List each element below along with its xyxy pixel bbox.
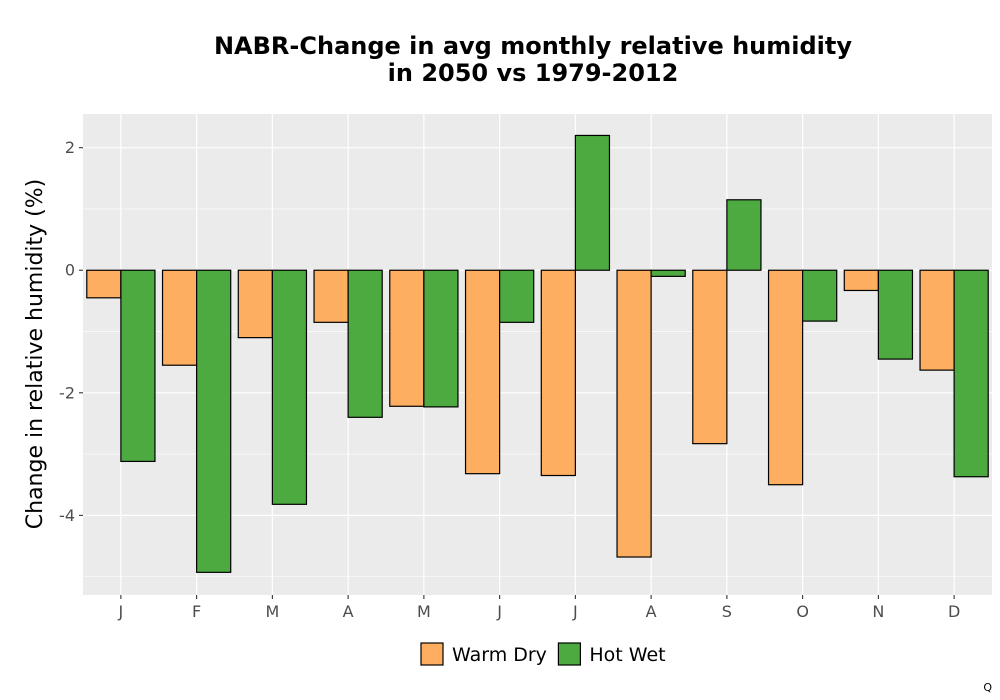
x-tick-label: J	[496, 602, 502, 621]
bar-hot-wet-2	[196, 269, 232, 573]
bar-warm-dry-10	[767, 269, 804, 486]
legend: Warm Dry Hot Wet	[420, 642, 666, 666]
bar-hot-wet-3	[271, 269, 308, 505]
bar-warm-dry-5	[389, 269, 425, 407]
bar-warm-dry-8	[616, 269, 652, 558]
grid-minor	[83, 208, 992, 577]
legend-key-hot-wet	[557, 642, 582, 666]
bar-warm-dry-12	[919, 269, 955, 371]
bar-hot-wet-9	[726, 199, 762, 271]
x-tick-label: D	[948, 602, 960, 621]
x-tick-label: A	[343, 602, 354, 621]
corner-mark: Q	[983, 681, 992, 694]
x-tick-label: M	[417, 602, 431, 621]
legend-label-warm-dry: Warm Dry	[452, 644, 547, 666]
bar-hot-wet-10	[802, 269, 838, 322]
bar-hot-wet-12	[953, 269, 989, 478]
bar-hot-wet-8	[650, 269, 686, 277]
x-tick-label: M	[265, 602, 279, 621]
bar-hot-wet-6	[499, 269, 535, 323]
y-tick-label: 2	[65, 138, 75, 157]
y-axis: 2 0 -2 -4	[59, 138, 83, 525]
x-tick-label: J	[572, 602, 578, 621]
bar-warm-dry-7	[540, 269, 576, 477]
legend-key-warm-dry	[420, 642, 444, 666]
bars	[86, 134, 989, 573]
y-tick-label: -4	[59, 506, 75, 525]
x-tick-label: A	[646, 602, 657, 621]
bar-warm-dry-4	[313, 269, 349, 323]
bar-warm-dry-6	[464, 269, 501, 475]
bar-hot-wet-11	[877, 269, 914, 360]
bar-warm-dry-9	[692, 269, 728, 445]
x-tick-label: N	[872, 602, 884, 621]
bar-hot-wet-7	[574, 134, 611, 271]
legend-label-hot-wet: Hot Wet	[589, 644, 665, 666]
bar-warm-dry-11	[843, 269, 879, 292]
y-tick-label: -2	[59, 383, 75, 402]
y-tick-label: 0	[65, 261, 75, 280]
chart-title-line-2: in 2050 vs 1979-2012	[388, 59, 679, 87]
x-tick-label: J	[118, 602, 124, 621]
x-tick-label: F	[192, 602, 201, 621]
bar-warm-dry-3	[237, 269, 273, 339]
x-tick-label: S	[722, 602, 732, 621]
y-axis-title: Change in relative humidity (%)	[23, 179, 48, 529]
bar-hot-wet-4	[347, 269, 383, 418]
bar-hot-wet-5	[423, 269, 459, 408]
bar-warm-dry-1	[86, 269, 122, 299]
bar-warm-dry-2	[161, 269, 198, 366]
x-tick-label: O	[796, 602, 809, 621]
bar-hot-wet-1	[120, 269, 156, 463]
chart-title-line-1: NABR-Change in avg monthly relative humi…	[214, 32, 852, 60]
